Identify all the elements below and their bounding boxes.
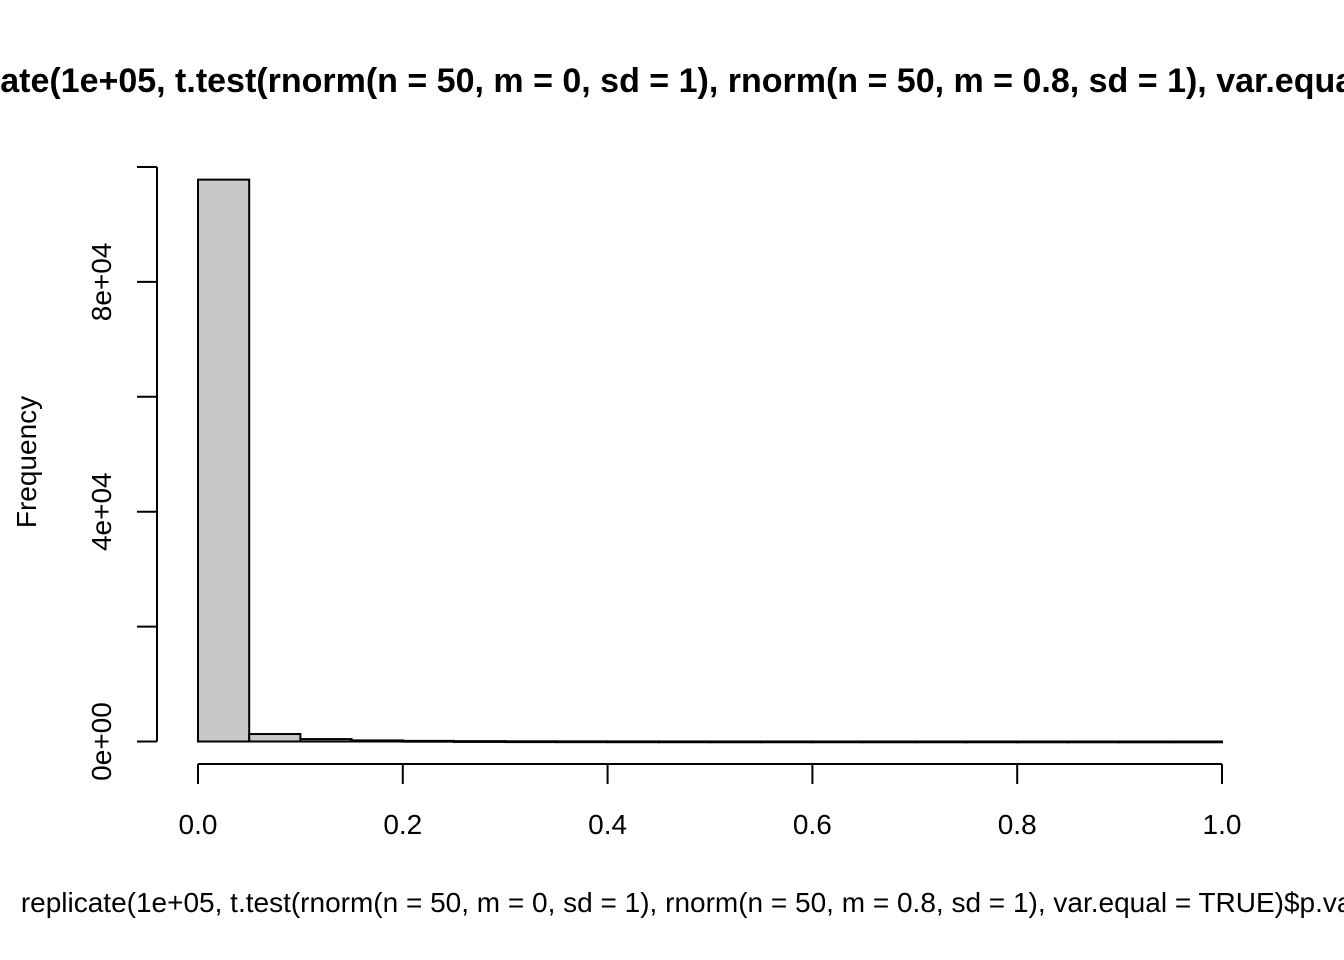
histogram-bar [350, 739, 404, 743]
x-axis: 0.0 0.2 0.4 0.6 0.8 1.0 [179, 763, 1242, 840]
histogram-bar [555, 740, 609, 744]
histogram-bar [913, 740, 967, 744]
y-tick-label: 4e+04 [86, 472, 117, 551]
x-tick-label: 0.4 [588, 809, 627, 840]
histogram-bar [401, 739, 455, 743]
chart-title: Histogram of replicate(1e+05, t.test(rno… [0, 62, 1344, 100]
histogram-bar [299, 738, 353, 743]
histogram-bar [197, 178, 251, 743]
histogram-bar [1169, 740, 1224, 744]
histogram-bar [862, 740, 916, 744]
x-tick-label: 0.6 [793, 809, 832, 840]
x-axis-label: replicate(1e+05, t.test(rnorm(n = 50, m … [21, 887, 1344, 918]
x-tick-label: 0.8 [998, 809, 1037, 840]
histogram-bar [760, 740, 814, 744]
x-tick-label: 0.2 [383, 809, 422, 840]
histogram-bar [606, 740, 660, 744]
y-tick-label: 0e+00 [86, 702, 117, 781]
x-tick-label: 0.0 [179, 809, 218, 840]
histogram-bars [197, 178, 1224, 744]
histogram-bar [965, 740, 1019, 744]
y-tick-label: 8e+04 [86, 243, 117, 322]
histogram-bar [1118, 740, 1172, 744]
y-axis-label: Frequency [11, 396, 42, 528]
histogram-bar [811, 740, 865, 744]
histogram-bar [709, 740, 763, 744]
y-axis: 0e+00 4e+04 8e+04 [86, 166, 158, 781]
histogram-bar [504, 740, 558, 744]
histogram-bar [1016, 740, 1070, 744]
histogram-bar [657, 740, 711, 744]
histogram-bar [1067, 740, 1121, 744]
histogram-bar [248, 733, 302, 743]
x-tick-label: 1.0 [1203, 809, 1242, 840]
histogram-bar [453, 740, 507, 743]
